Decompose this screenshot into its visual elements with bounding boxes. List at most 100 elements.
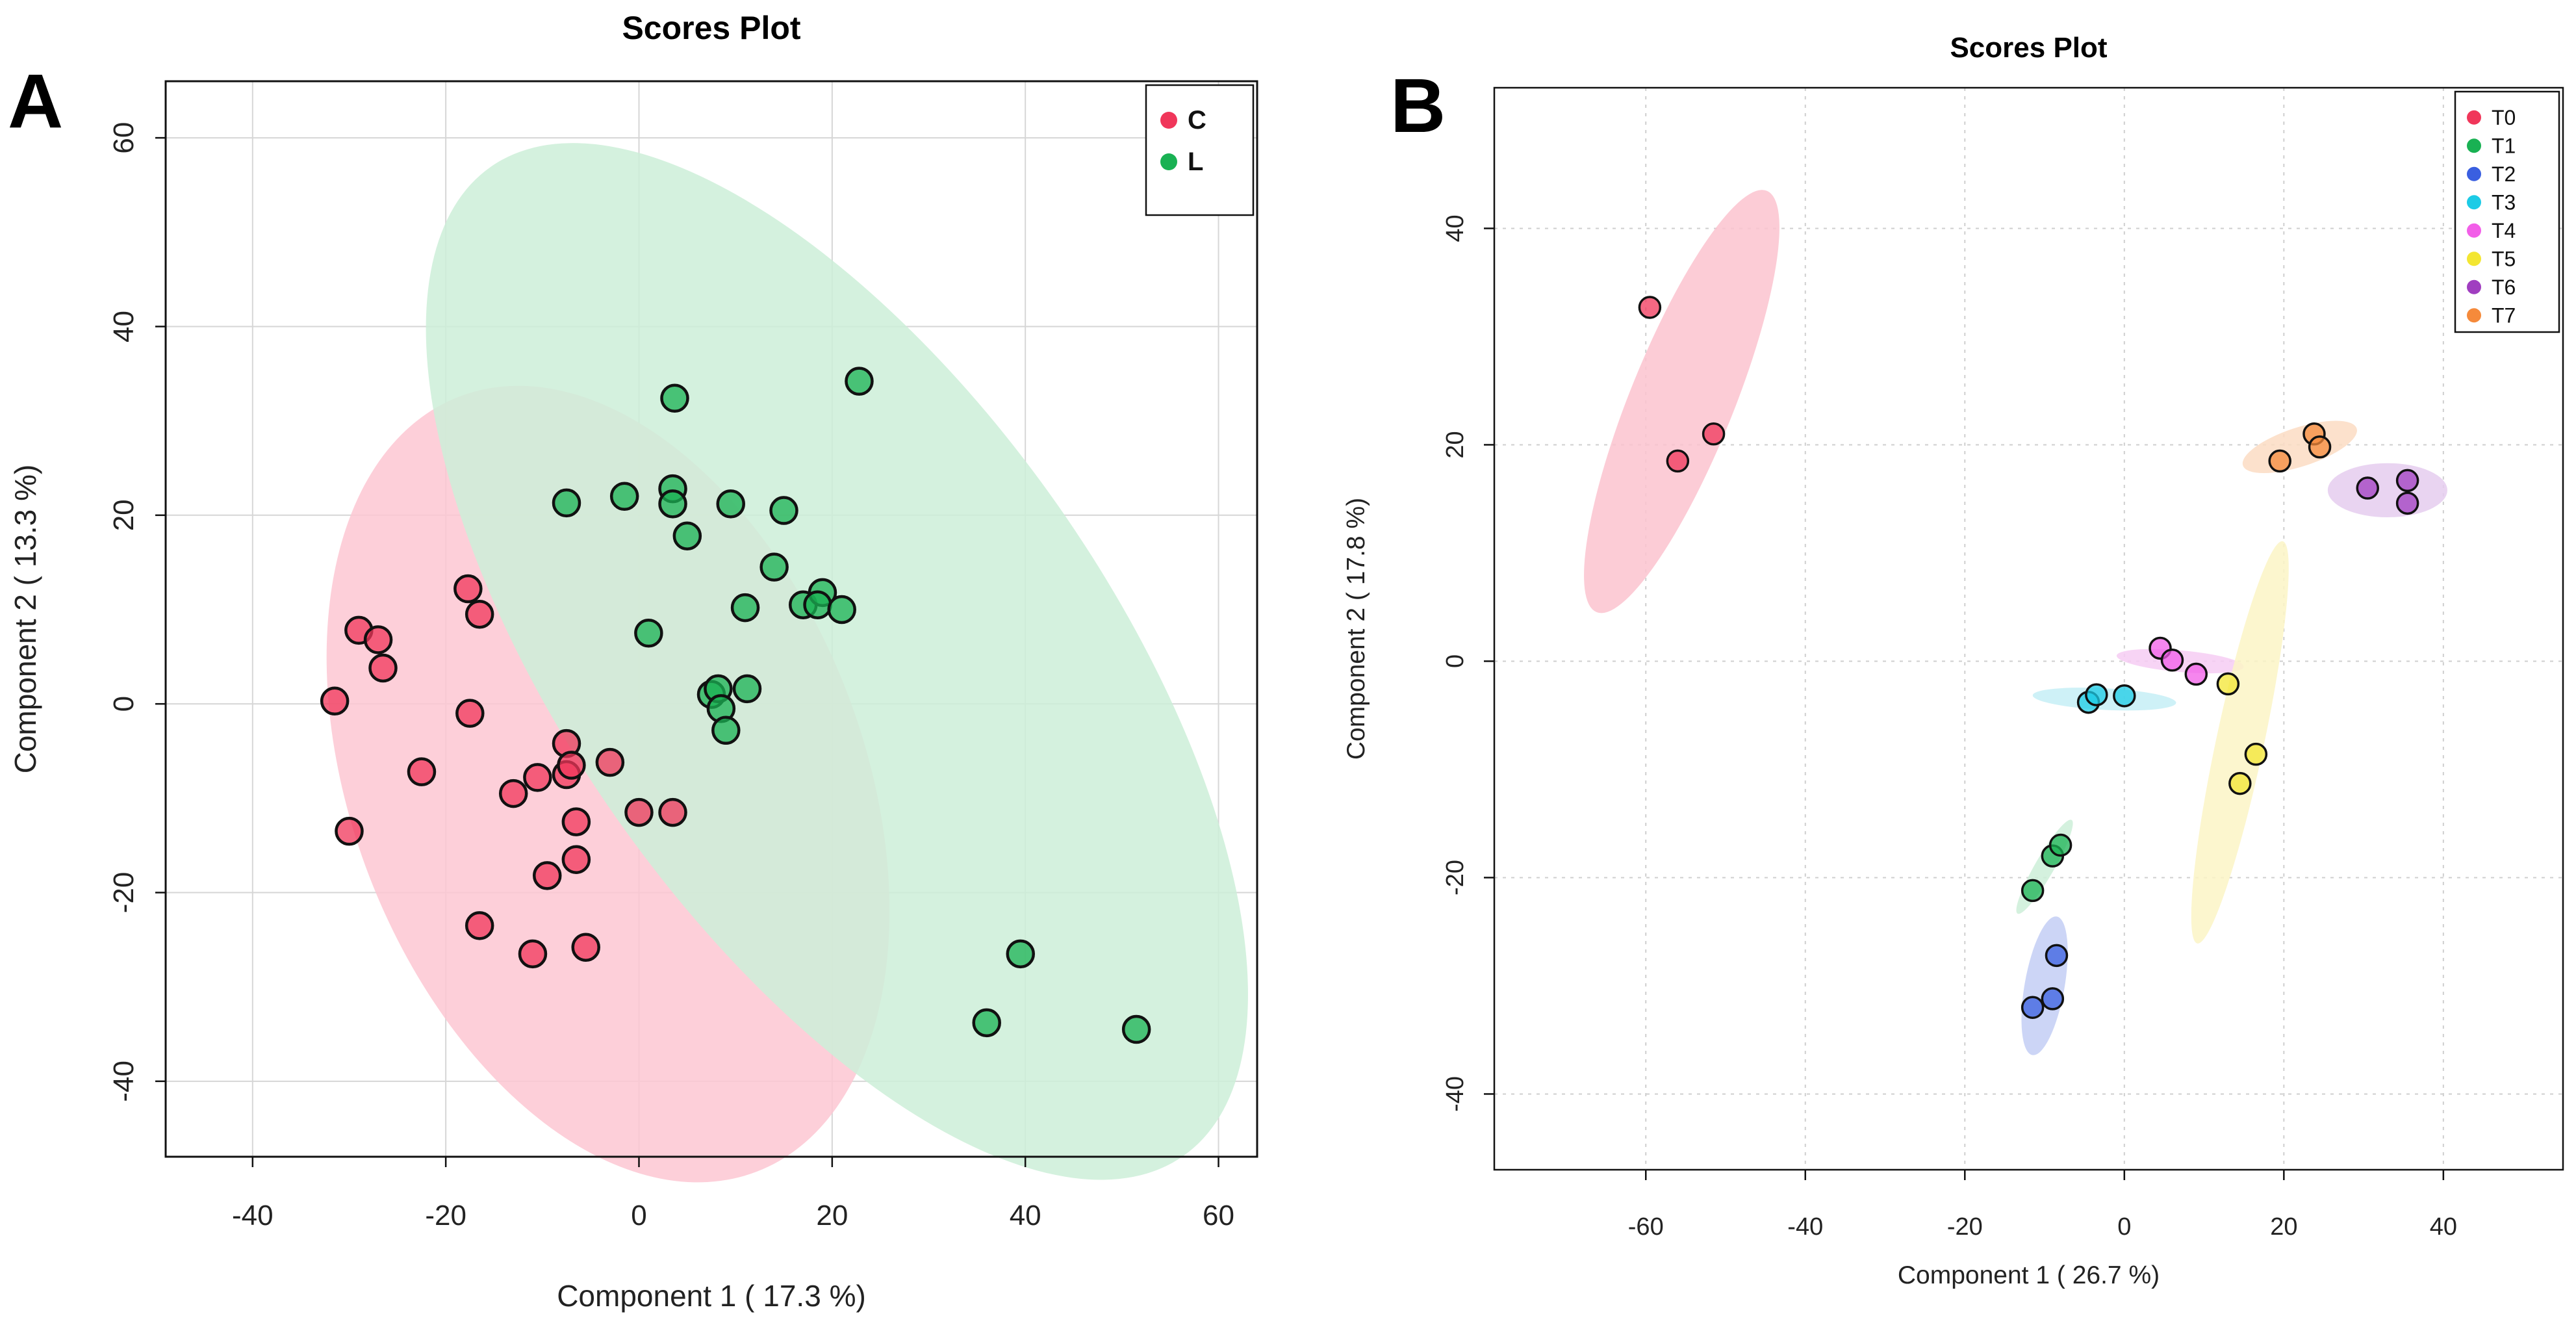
data-point <box>803 590 832 619</box>
data-point <box>552 488 581 518</box>
data-point <box>2160 649 2184 672</box>
data-point <box>2395 491 2419 515</box>
confidence-ellipse-t2 <box>2021 916 2068 1055</box>
y-tick-label: 20 <box>108 499 140 531</box>
legend-marker-l <box>1160 153 1177 170</box>
data-point <box>1702 422 1726 446</box>
legend-marker-t7 <box>2467 308 2481 323</box>
data-point <box>759 552 789 582</box>
legend-label-t4: T4 <box>2492 219 2516 242</box>
y-tick-label: 40 <box>108 311 140 342</box>
x-tick-label: -40 <box>1787 1213 1823 1241</box>
plot-frame <box>164 80 1258 1158</box>
panel-label-a: A <box>8 58 64 144</box>
legend: CL <box>1145 84 1255 216</box>
data-point <box>730 593 760 623</box>
data-point <box>557 751 586 780</box>
data-point <box>320 686 350 716</box>
x-tick-label: -60 <box>1628 1213 1664 1241</box>
x-tick-label: 40 <box>1010 1200 1041 1231</box>
x-tick-label: -40 <box>232 1200 274 1231</box>
data-point <box>2048 833 2072 857</box>
data-point <box>2395 469 2419 493</box>
data-point <box>523 763 552 792</box>
data-point <box>595 747 625 777</box>
legend-label-t6: T6 <box>2492 276 2516 299</box>
data-point <box>2045 944 2069 968</box>
data-point <box>455 699 485 728</box>
panel-label-b: B <box>1390 63 1446 149</box>
data-point <box>658 489 687 519</box>
data-point <box>660 383 689 413</box>
data-point <box>672 521 702 550</box>
data-point <box>407 757 437 786</box>
y-tick-label: -40 <box>1442 1076 1469 1112</box>
data-point <box>2308 435 2332 459</box>
y-tick-label: 60 <box>108 122 140 154</box>
series-t2 <box>2021 944 2069 1019</box>
confidence-ellipse-t1 <box>2016 819 2073 914</box>
series-c <box>320 574 687 969</box>
y-tick-label: -20 <box>108 872 140 914</box>
legend-marker-t4 <box>2467 223 2481 238</box>
x-tick-label: 40 <box>2430 1213 2457 1241</box>
legend-marker-c <box>1160 112 1177 129</box>
legend-label-l: L <box>1188 148 1203 176</box>
series-t4 <box>2149 636 2208 686</box>
confidence-ellipse-t0 <box>1584 190 1779 613</box>
data-point <box>972 1008 1001 1038</box>
y-tick-label: 0 <box>108 696 140 712</box>
plot-frame <box>1493 86 2564 1171</box>
y-axis-label: Component 2 ( 17.8 %) <box>1342 498 1370 760</box>
data-point <box>561 807 591 836</box>
series-t3 <box>2076 683 2136 714</box>
x-tick-label: 60 <box>1203 1200 1234 1231</box>
chart-title: Scores Plot <box>1950 32 2107 64</box>
data-point <box>1666 449 1690 473</box>
data-point <box>845 367 874 396</box>
data-point <box>2356 476 2379 500</box>
series-t5 <box>2216 672 2268 795</box>
data-point <box>368 653 398 683</box>
data-point <box>2041 987 2065 1011</box>
legend-label-t1: T1 <box>2492 134 2516 157</box>
y-tick-label: 40 <box>1442 214 1469 242</box>
data-point <box>624 797 654 827</box>
series-l <box>552 367 1151 1044</box>
x-tick-label: 20 <box>2270 1213 2297 1241</box>
legend-label-t3: T3 <box>2492 190 2516 214</box>
data-point <box>533 861 562 890</box>
legend-label-c: C <box>1188 106 1206 135</box>
data-point <box>716 489 745 519</box>
data-point <box>658 797 687 827</box>
data-point <box>561 845 591 874</box>
confidence-ellipse-t5 <box>2191 541 2289 944</box>
x-axis-label: Component 1 ( 26.7 %) <box>1898 1261 2160 1289</box>
x-tick-label: 0 <box>2117 1213 2131 1241</box>
data-point <box>335 816 364 846</box>
legend-marker-t3 <box>2467 195 2481 210</box>
data-point <box>1121 1014 1151 1044</box>
series-t7 <box>2268 422 2332 473</box>
confidence-ellipse-t6 <box>2327 463 2447 518</box>
data-point <box>571 933 600 962</box>
scores-plot-a: Scores Plot -40 -20 0 20 40 60 -40 -20 0 20 40 60 Com… <box>8 10 1258 1313</box>
x-tick-label: 20 <box>816 1200 848 1231</box>
legend-box <box>1145 84 1255 216</box>
data-point <box>453 574 483 604</box>
legend-label-t7: T7 <box>2492 303 2516 327</box>
series-t0 <box>1638 296 1726 473</box>
confidence-ellipse-l <box>426 143 1248 1180</box>
x-tick-label: -20 <box>425 1200 466 1231</box>
data-point <box>2216 672 2240 696</box>
y-tick-label: 0 <box>1442 654 1469 668</box>
legend-marker-t1 <box>2467 138 2481 153</box>
x-tick-label: -20 <box>1947 1213 1983 1241</box>
x-tick-label: 0 <box>631 1200 646 1231</box>
legend-marker-t2 <box>2467 166 2481 181</box>
data-point <box>2268 449 2291 473</box>
data-point <box>2244 742 2268 766</box>
data-point <box>363 625 393 654</box>
data-point <box>2085 683 2108 706</box>
data-point <box>518 939 548 969</box>
